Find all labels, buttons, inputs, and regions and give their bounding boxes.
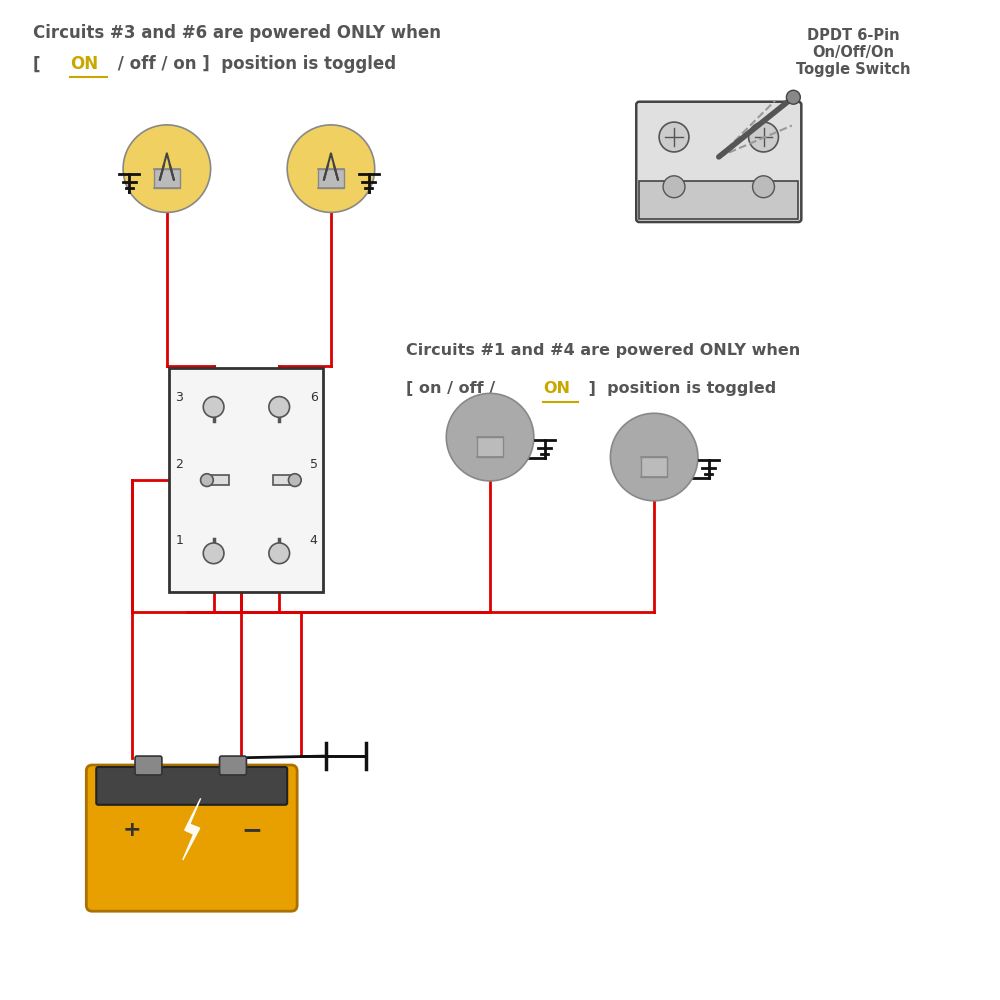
Circle shape xyxy=(659,122,689,152)
Circle shape xyxy=(269,397,290,417)
Text: 5: 5 xyxy=(310,458,318,471)
Circle shape xyxy=(786,90,800,104)
Text: 1: 1 xyxy=(175,534,183,547)
Text: −: − xyxy=(241,818,262,842)
Text: 3: 3 xyxy=(175,391,183,404)
Text: ]  position is toggled: ] position is toggled xyxy=(583,381,776,396)
Text: 6: 6 xyxy=(310,391,318,404)
Circle shape xyxy=(610,413,698,501)
Bar xyxy=(477,437,503,457)
Text: 2: 2 xyxy=(175,458,183,471)
Bar xyxy=(273,475,295,485)
Text: [: [ xyxy=(33,55,52,73)
Text: DPDT 6-Pin
On/Off/On
Toggle Switch: DPDT 6-Pin On/Off/On Toggle Switch xyxy=(796,28,910,77)
Text: Circuits #1 and #4 are powered ONLY when: Circuits #1 and #4 are powered ONLY when xyxy=(406,343,800,358)
FancyBboxPatch shape xyxy=(636,102,801,222)
Polygon shape xyxy=(183,798,201,860)
Text: 4: 4 xyxy=(310,534,318,547)
Circle shape xyxy=(203,543,224,564)
Circle shape xyxy=(753,176,774,198)
Circle shape xyxy=(663,176,685,198)
FancyBboxPatch shape xyxy=(135,756,162,775)
FancyBboxPatch shape xyxy=(86,765,297,911)
Bar xyxy=(169,368,323,592)
Bar xyxy=(207,475,229,485)
Bar xyxy=(154,169,180,188)
Circle shape xyxy=(749,122,778,152)
Text: Circuits #3 and #6 are powered ONLY when: Circuits #3 and #6 are powered ONLY when xyxy=(33,24,441,42)
FancyBboxPatch shape xyxy=(96,767,287,805)
Text: ON: ON xyxy=(70,55,99,73)
Bar xyxy=(318,169,344,188)
Circle shape xyxy=(201,474,213,486)
Text: [ on / off /: [ on / off / xyxy=(406,381,500,396)
Bar xyxy=(641,457,667,477)
Text: +: + xyxy=(123,820,141,840)
Circle shape xyxy=(287,125,375,212)
Circle shape xyxy=(269,543,290,564)
Circle shape xyxy=(203,397,224,417)
Circle shape xyxy=(446,393,534,481)
Circle shape xyxy=(288,474,301,486)
Circle shape xyxy=(123,125,211,212)
FancyBboxPatch shape xyxy=(220,756,246,775)
Bar xyxy=(639,181,798,219)
Text: / off / on ]  position is toggled: / off / on ] position is toggled xyxy=(112,55,396,73)
Text: ON: ON xyxy=(543,381,570,396)
